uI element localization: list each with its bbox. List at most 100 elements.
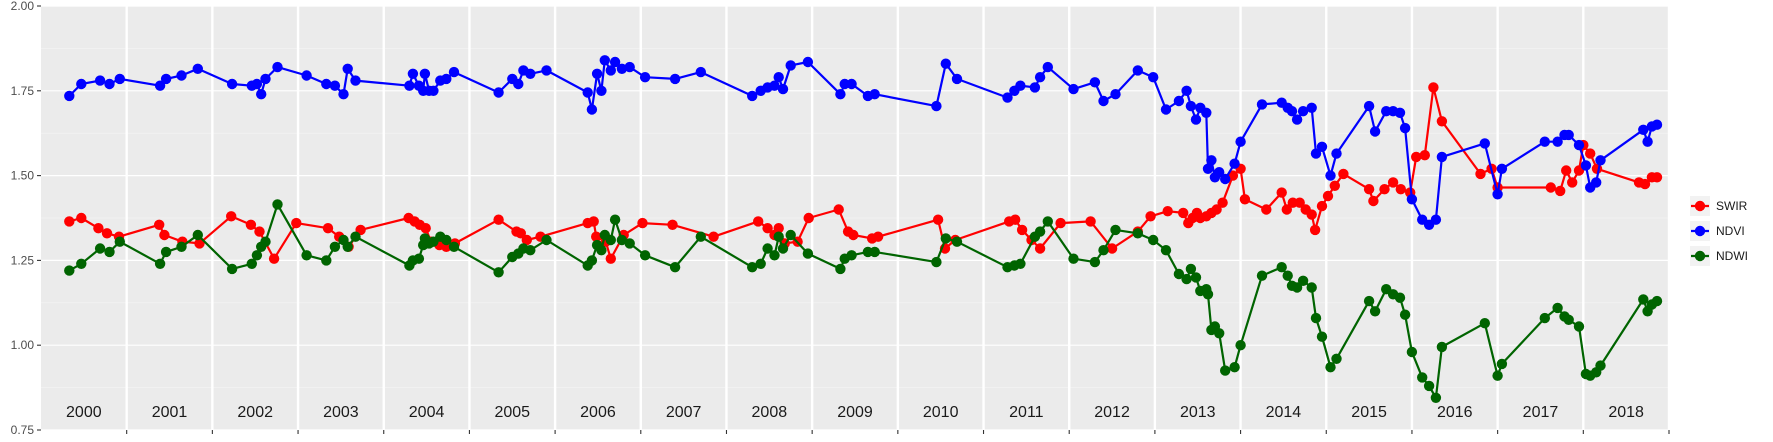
data-point-ndvi — [114, 73, 126, 85]
year-label: 2001 — [152, 404, 188, 421]
data-point-swir — [1261, 204, 1272, 215]
legend: SWIR NDVI NDWI — [1690, 196, 1748, 266]
grid-lines — [41, 5, 1671, 431]
data-point-ndvi — [1580, 160, 1592, 171]
data-point-ndvi — [596, 85, 607, 97]
data-point-ndvi — [1206, 155, 1217, 166]
data-point-ndvi — [1229, 158, 1240, 169]
data-point-ndvi — [1316, 141, 1328, 152]
data-point-ndwi — [940, 233, 951, 244]
data-point-ndwi — [639, 250, 651, 261]
year-label: 2016 — [1437, 404, 1473, 421]
data-point-ndvi — [1042, 61, 1054, 73]
data-point-ndvi — [1220, 173, 1231, 185]
data-point-ndwi — [76, 258, 87, 269]
data-point-ndvi — [1034, 72, 1046, 83]
data-point-ndwi — [1563, 314, 1574, 325]
data-point-ndwi — [350, 231, 361, 242]
data-point-ndwi — [441, 234, 452, 246]
data-point-ndvi — [301, 70, 312, 81]
data-point-swir — [194, 238, 205, 249]
data-point-ndvi — [1002, 92, 1013, 103]
data-point-ndvi — [1132, 65, 1144, 76]
data-point-ndwi — [846, 250, 857, 261]
data-point-ndvi — [1552, 136, 1563, 147]
data-point-ndvi — [493, 87, 504, 98]
data-point-ndvi — [1325, 170, 1336, 181]
data-point-ndwi — [769, 250, 780, 261]
data-point-ndwi — [260, 236, 271, 247]
data-point-ndwi — [1436, 341, 1448, 353]
data-point-ndwi — [1496, 358, 1508, 370]
year-label: 2004 — [409, 404, 445, 421]
data-point-ndwi — [1651, 295, 1663, 307]
data-point-ndwi — [1399, 309, 1411, 320]
data-point-ndwi — [1297, 275, 1309, 286]
data-point-swir — [254, 226, 265, 237]
data-point-ndwi — [1034, 226, 1046, 237]
data-point-swir — [1338, 168, 1349, 180]
data-point-ndwi — [1573, 321, 1585, 332]
data-point-ndvi — [1256, 99, 1268, 110]
data-point-swir — [803, 212, 814, 224]
series-layer — [64, 55, 1663, 403]
data-point-ndwi — [1190, 272, 1202, 283]
data-point-ndvi — [1492, 189, 1503, 200]
data-point-swir — [773, 223, 784, 234]
legend-item-ndvi: NDVI — [1690, 221, 1745, 241]
data-point-swir — [588, 216, 599, 227]
year-label: 2003 — [323, 404, 359, 421]
data-point-ndvi — [1201, 107, 1212, 119]
data-point-ndvi — [1651, 119, 1663, 130]
data-point-ndwi — [616, 234, 628, 246]
data-point-ndvi — [160, 73, 172, 85]
data-point-swir — [291, 217, 302, 229]
data-point-swir — [1055, 217, 1066, 229]
data-point-swir — [1294, 197, 1305, 208]
data-point-swir — [1306, 209, 1317, 220]
data-point-ndvi — [1068, 83, 1079, 95]
year-label: 2009 — [837, 404, 873, 421]
data-point-ndvi — [94, 75, 106, 86]
data-point-swir — [1651, 172, 1663, 183]
data-point-ndwi — [762, 243, 773, 254]
data-point-ndwi — [1331, 353, 1342, 364]
series-ndvi — [64, 55, 1663, 230]
data-point-swir — [833, 204, 844, 215]
data-point-ndwi — [329, 241, 341, 252]
data-point-swir — [1395, 184, 1407, 195]
data-point-swir — [1475, 168, 1486, 180]
legend-marker — [1694, 200, 1706, 212]
year-label: 2011 — [1009, 404, 1044, 421]
legend-label: SWIR — [1716, 199, 1748, 213]
data-point-ndvi — [846, 78, 857, 90]
data-point-ndwi — [493, 267, 504, 278]
legend-label: NDWI — [1716, 249, 1748, 263]
data-point-ndwi — [160, 246, 172, 258]
data-point-swir — [872, 231, 884, 242]
data-point-ndwi — [1042, 216, 1054, 227]
data-point-ndwi — [1325, 362, 1336, 373]
data-point-ndwi — [605, 234, 616, 246]
data-point-ndwi — [1306, 282, 1317, 293]
data-point-ndvi — [747, 90, 758, 102]
legend-label: NDVI — [1716, 224, 1745, 238]
data-point-ndwi — [226, 263, 238, 275]
data-point-ndwi — [1132, 228, 1144, 239]
data-point-ndvi — [777, 83, 789, 95]
data-point-ndwi — [1310, 312, 1322, 324]
data-point-ndvi — [586, 104, 598, 115]
data-point-ndvi — [1214, 167, 1225, 178]
data-point-ndwi — [1148, 234, 1159, 246]
data-point-ndwi — [951, 236, 963, 247]
data-point-ndwi — [755, 258, 766, 269]
data-point-swir — [76, 212, 87, 224]
data-point-ndvi — [350, 75, 361, 86]
data-point-swir — [932, 214, 944, 225]
data-point-ndvi — [192, 63, 203, 74]
data-point-ndvi — [256, 89, 267, 100]
year-label: 2007 — [666, 404, 702, 421]
data-point-swir — [1309, 224, 1321, 236]
data-point-ndvi — [76, 78, 87, 90]
